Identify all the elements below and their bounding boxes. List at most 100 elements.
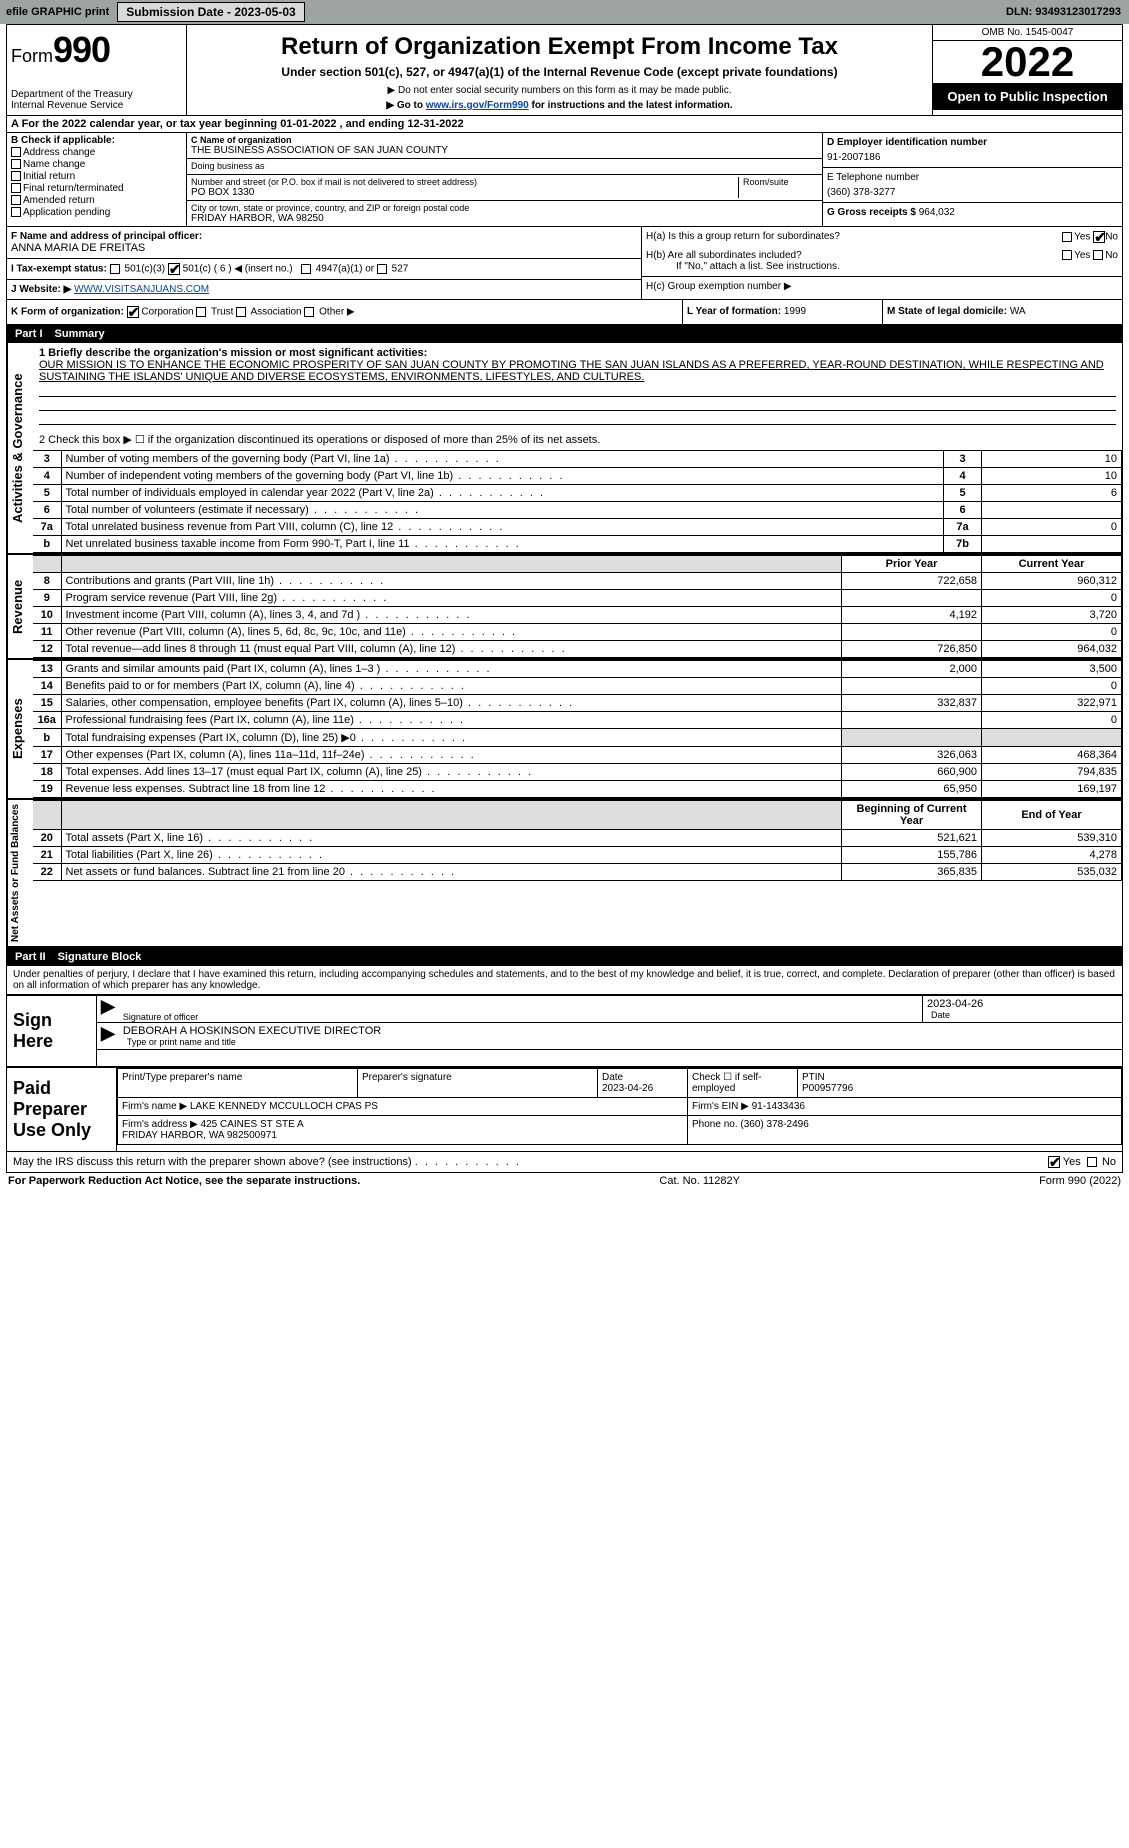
opt-501c-pre: 501(c) ( [183, 264, 220, 275]
cb-4947[interactable] [301, 264, 311, 274]
form-frame: Form990 Department of the Treasury Inter… [6, 24, 1123, 1173]
sig-date-cap: Date [927, 1010, 1118, 1020]
cb-501c3[interactable] [110, 264, 120, 274]
cb-trust[interactable] [196, 307, 206, 317]
officer-label: F Name and address of principal officer: [11, 231, 637, 242]
firm-ein: 91-1433436 [752, 1101, 805, 1112]
block-expenses: Expenses 13Grants and similar amounts pa… [7, 660, 1122, 800]
cb-final-return-label: Final return/terminated [23, 183, 124, 194]
cb-hb-yes[interactable] [1062, 250, 1072, 260]
cb-discuss-no[interactable] [1087, 1157, 1097, 1167]
block-net-assets: Net Assets or Fund Balances Beginning of… [7, 800, 1122, 948]
form-prefix: Form [11, 46, 53, 66]
footer-left: For Paperwork Reduction Act Notice, see … [8, 1175, 360, 1187]
opt-assoc: Association [250, 307, 301, 318]
sections-b-to-g: B Check if applicable: Address change Na… [7, 133, 1122, 227]
table-ag: 3Number of voting members of the governi… [33, 450, 1122, 553]
prep-ptin: P00957796 [802, 1083, 853, 1094]
sig-type-cap: Type or print name and title [123, 1037, 1118, 1047]
goto-post: for instructions and the latest informat… [529, 100, 733, 111]
part1-bar: Part I Summary [7, 325, 1122, 343]
section-j: J Website: ▶ WWW.VISITSANJUANS.COM [7, 280, 641, 299]
discuss-text: May the IRS discuss this return with the… [13, 1156, 412, 1168]
opt-corp: Corporation [141, 307, 193, 318]
cb-527[interactable] [377, 264, 387, 274]
cb-final-return[interactable]: Final return/terminated [11, 183, 182, 194]
cb-discuss-yes[interactable] [1048, 1156, 1060, 1168]
opt-trust: Trust [211, 307, 233, 318]
firm-label: Firm's name ▶ [122, 1101, 187, 1112]
firm-addr-label: Firm's address ▶ [122, 1119, 198, 1130]
prep-h2: Preparer's signature [362, 1072, 452, 1083]
mission-text: OUR MISSION IS TO ENHANCE THE ECONOMIC P… [39, 359, 1116, 383]
year-formation-label: L Year of formation: [687, 306, 781, 317]
cb-initial-return-label: Initial return [23, 171, 75, 182]
cb-ha-no[interactable] [1093, 231, 1105, 243]
form-org-label: K Form of organization: [11, 307, 124, 318]
part2-label: Part II [15, 951, 46, 963]
cb-assoc[interactable] [236, 307, 246, 317]
ssn-note: ▶ Do not enter social security numbers o… [195, 85, 924, 96]
part1-label: Part I [15, 328, 43, 340]
org-name: THE BUSINESS ASSOCIATION OF SAN JUAN COU… [191, 145, 818, 156]
side-net: Net Assets or Fund Balances [7, 800, 33, 946]
section-a: A For the 2022 calendar year, or tax yea… [7, 116, 1122, 133]
h-c-label: H(c) Group exemption number ▶ [646, 281, 792, 292]
ein-label: D Employer identification number [827, 137, 1118, 148]
gross-value: 964,032 [919, 207, 955, 218]
cb-amended-label: Amended return [23, 195, 95, 206]
sig-name-title: DEBORAH A HOSKINSON EXECUTIVE DIRECTOR [123, 1025, 1118, 1037]
cb-hb-no[interactable] [1093, 250, 1103, 260]
website-link[interactable]: WWW.VISITSANJUANS.COM [74, 284, 209, 295]
officer-value: ANNA MARIA DE FREITAS [11, 242, 637, 254]
cb-501c[interactable] [168, 263, 180, 275]
block-revenue: Revenue Prior YearCurrent Year8Contribut… [7, 555, 1122, 660]
cb-amended[interactable]: Amended return [11, 195, 182, 206]
state-domicile-label: M State of legal domicile: [887, 306, 1007, 317]
opt-501c3: 501(c)(3) [125, 264, 166, 275]
section-b: B Check if applicable: Address change Na… [7, 133, 187, 226]
preparer-table: Print/Type preparer's name Preparer's si… [117, 1068, 1122, 1145]
state-domicile-value: WA [1010, 306, 1026, 317]
prep-h1: Print/Type preparer's name [122, 1072, 242, 1083]
room-label: Room/suite [743, 177, 818, 187]
cb-corp[interactable] [127, 306, 139, 318]
footer-mid: Cat. No. 11282Y [659, 1175, 740, 1187]
cb-address-change[interactable]: Address change [11, 147, 182, 158]
page-footer: For Paperwork Reduction Act Notice, see … [0, 1173, 1129, 1189]
cb-other[interactable] [304, 307, 314, 317]
cb-name-change-label: Name change [23, 159, 85, 170]
paid-preparer-block: Paid Preparer Use Only Print/Type prepar… [7, 1066, 1122, 1151]
city-value: FRIDAY HARBOR, WA 98250 [191, 213, 818, 224]
irs-link[interactable]: www.irs.gov/Form990 [426, 100, 529, 111]
header-middle: Return of Organization Exempt From Incom… [187, 25, 932, 115]
efile-topbar: efile GRAPHIC print Submission Date - 20… [0, 0, 1129, 24]
ha-yes: Yes [1074, 232, 1090, 243]
block-activities-governance: Activities & Governance 1 Briefly descri… [7, 343, 1122, 555]
header-left: Form990 Department of the Treasury Inter… [7, 25, 187, 115]
goto-note: ▶ Go to www.irs.gov/Form990 for instruct… [195, 100, 924, 111]
form-990-number: 990 [53, 29, 110, 70]
ha-no: No [1105, 232, 1118, 243]
table-revenue: Prior YearCurrent Year8Contributions and… [33, 555, 1122, 658]
efile-label: efile GRAPHIC print [2, 6, 113, 18]
cb-app-pending[interactable]: Application pending [11, 207, 182, 218]
cb-initial-return[interactable]: Initial return [11, 171, 182, 182]
tax-exempt-label: I Tax-exempt status: [11, 264, 107, 275]
mission-label: 1 Briefly describe the organization's mi… [39, 347, 1116, 359]
footer-right: Form 990 (2022) [1039, 1175, 1121, 1187]
cb-ha-yes[interactable] [1062, 232, 1072, 242]
prep-h4: Check ☐ if self-employed [692, 1072, 762, 1094]
goto-pre: ▶ Go to [386, 100, 425, 111]
part2-title: Signature Block [58, 951, 142, 963]
ein-value: 91-2007186 [827, 152, 1118, 163]
discuss-no: No [1102, 1156, 1116, 1168]
sections-d-e-g: D Employer identification number 91-2007… [822, 133, 1122, 226]
header-right: OMB No. 1545-0047 2022 Open to Public In… [932, 25, 1122, 115]
submission-date-button[interactable]: Submission Date - 2023-05-03 [117, 2, 304, 22]
paid-preparer-label: Paid Preparer Use Only [7, 1068, 117, 1151]
cb-name-change[interactable]: Name change [11, 159, 182, 170]
sig-date-value: 2023-04-26 [927, 998, 1118, 1010]
sign-here-label: Sign Here [7, 996, 97, 1066]
section-c: C Name of organization THE BUSINESS ASSO… [187, 133, 822, 226]
